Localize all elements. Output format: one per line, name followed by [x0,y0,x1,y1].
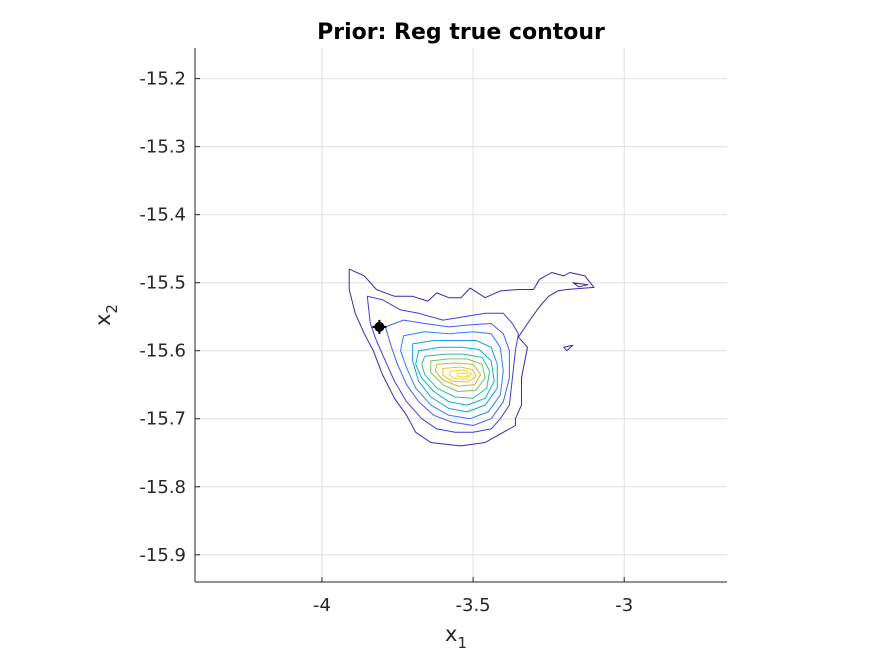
contour-line-fragment [563,344,574,352]
y-axis-label: x2 [91,304,121,326]
y-tick-label: -15.8 [139,477,186,498]
contour-line [449,369,473,380]
y-axis-label-main: x [91,314,115,326]
marker-layer [372,319,387,334]
contour-line [434,362,482,387]
contour-line [430,358,486,392]
y-axis-label-sub: 2 [103,304,121,314]
contour-line [442,366,477,383]
contour-line [456,372,470,378]
x-tick-label: -3 [615,595,633,616]
contour-line [366,295,519,433]
contour-line [384,319,510,426]
x-tick-label: -4 [313,595,331,616]
contour-line [412,340,498,413]
contour-line [421,353,491,399]
y-tick-label: -15.4 [139,205,186,226]
y-tick-label: -15.2 [139,69,186,90]
x-axis-label: x1 [445,622,467,652]
y-tick-label: -15.7 [139,409,186,430]
x-tick-label: -3.5 [456,595,491,616]
y-tick-label: -15.9 [139,545,186,566]
y-tick-label: -15.6 [139,341,186,362]
contour-line-fragment [572,282,589,288]
axes [194,48,727,583]
y-tick-label: -15.5 [139,273,186,294]
tick-labels: -4 -3.5 -3 -15.2 -15.3 -15.4 -15.5 -15.6 -15.7 -1… [139,69,633,616]
contour-line [415,346,495,406]
chart-title: Prior: Reg true contour [317,20,605,45]
plot-area [195,48,727,582]
contour-line [348,268,595,447]
x-axis-label-sub: 1 [457,634,467,652]
x-axis-label-main: x [445,622,457,646]
y-tick-label: -15.3 [139,137,186,158]
contour-line [400,331,504,420]
contour-lines [348,268,595,447]
